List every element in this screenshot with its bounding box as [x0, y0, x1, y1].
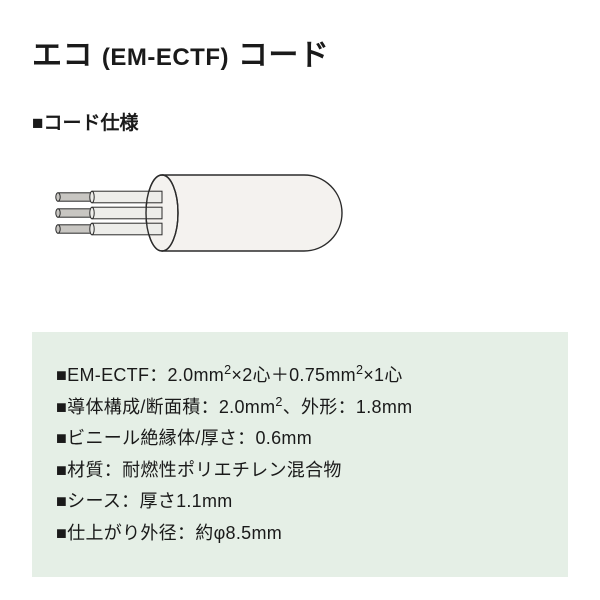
spec-line: ■導体構成/断面積：2.0mm2、外形：1.8mm — [56, 392, 544, 424]
spec-line: ■仕上がり外径：約φ8.5mm — [56, 518, 544, 550]
spec-line: ■EM-ECTF：2.0mm2×2心＋0.75mm2×1心 — [56, 360, 544, 392]
title-suffix: コード — [238, 39, 330, 72]
page-title: エコ (EM-ECTF) コード — [32, 30, 568, 74]
spec-line: ■ビニール絶縁体/厚さ：0.6mm — [56, 423, 544, 455]
title-prefix: エコ — [32, 39, 93, 72]
spec-box: ■EM-ECTF：2.0mm2×2心＋0.75mm2×1心■導体構成/断面積：2… — [32, 332, 568, 577]
spec-line: ■シース：厚さ1.1mm — [56, 486, 544, 518]
cable-cross-section-diagram — [54, 153, 354, 273]
spec-line: ■材質：耐燃性ポリエチレン混合物 — [56, 455, 544, 487]
section-label: ■コード仕様 — [32, 108, 568, 135]
title-paren: (EM-ECTF) — [102, 44, 229, 71]
